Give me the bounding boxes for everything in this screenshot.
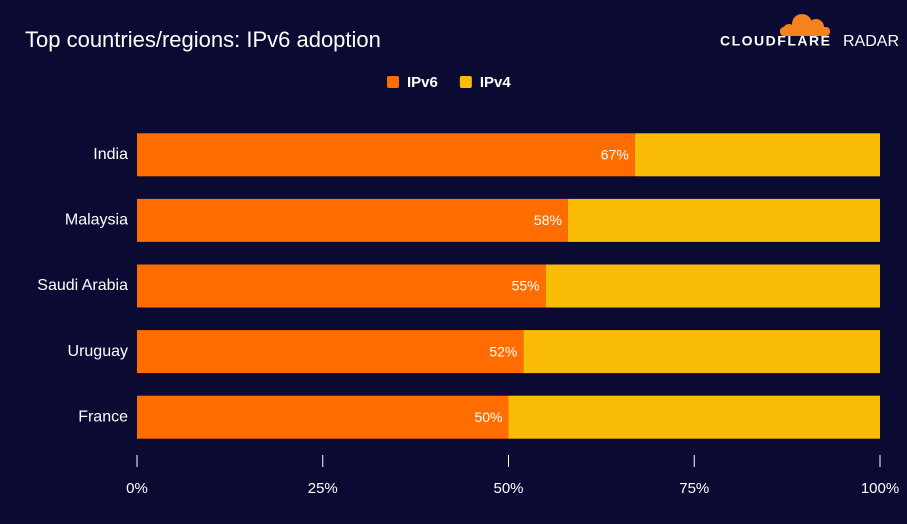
legend: IPv6 IPv4	[387, 74, 511, 91]
bar-segment	[545, 264, 880, 308]
value-label: 67%	[601, 147, 629, 163]
logo-product: RADAR	[843, 33, 899, 50]
y-tick-label: Uruguay	[68, 343, 128, 360]
value-label: 52%	[489, 343, 517, 359]
bar-segment	[137, 395, 509, 439]
x-tick-label: 0%	[126, 480, 148, 497]
y-tick-label: Malaysia	[65, 212, 128, 229]
bar-segment	[137, 133, 635, 177]
value-label: 58%	[534, 212, 562, 228]
legend-swatch	[459, 76, 472, 88]
logo-cloud	[780, 14, 830, 36]
bar-segment	[523, 330, 880, 374]
value-label: 55%	[512, 278, 540, 294]
y-tick-label: India	[93, 146, 128, 163]
x-tick-label: 25%	[308, 480, 338, 497]
value-label: 50%	[474, 409, 502, 425]
y-tick-label: Saudi Arabia	[37, 277, 128, 294]
bar-segment	[508, 395, 880, 439]
bar-segment	[634, 133, 880, 177]
logo: CLOUDFLARE RADAR	[720, 14, 899, 50]
bar-segment	[137, 264, 546, 308]
x-tick-label: 50%	[493, 480, 523, 497]
legend-label: IPv6	[407, 74, 438, 91]
chart-title: Top countries/regions: IPv6 adoption	[25, 27, 381, 52]
logo-wordmark: CLOUDFLARE	[720, 33, 831, 49]
legend-label: IPv4	[480, 74, 512, 91]
bar-segment	[567, 198, 880, 242]
x-tick-label: 75%	[679, 480, 709, 497]
y-tick-label: France	[78, 408, 128, 425]
legend-swatch	[387, 76, 399, 88]
x-tick-label: 100%	[861, 480, 899, 497]
bar-segment	[137, 330, 524, 374]
bar-segment	[137, 198, 568, 242]
